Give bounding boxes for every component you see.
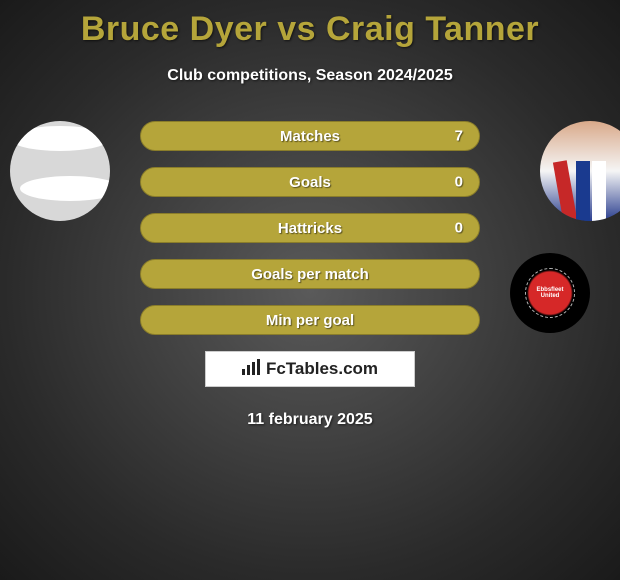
avatar-shape bbox=[10, 126, 110, 151]
stat-bar-matches: Matches 7 bbox=[140, 121, 480, 151]
stat-value-right: 7 bbox=[455, 128, 463, 145]
stat-label: Hattricks bbox=[278, 220, 342, 237]
club-badge-inner: Ebbsfleet United bbox=[520, 263, 580, 323]
stat-label: Matches bbox=[280, 128, 340, 145]
player-right-avatar bbox=[540, 121, 620, 221]
kit-stripe bbox=[553, 160, 577, 221]
player-left-avatar bbox=[10, 121, 110, 221]
subtitle: Club competitions, Season 2024/2025 bbox=[0, 67, 620, 85]
stat-bar-hattricks: Hattricks 0 bbox=[140, 213, 480, 243]
date-text: 11 february 2025 bbox=[0, 411, 620, 429]
stat-bar-min-per-goal: Min per goal bbox=[140, 305, 480, 335]
brand-text: FcTables.com bbox=[266, 359, 378, 379]
avatar-shape bbox=[20, 176, 110, 201]
page-title: Bruce Dyer vs Craig Tanner bbox=[0, 0, 620, 49]
stat-bars: Matches 7 Goals 0 Hattricks 0 Goals per … bbox=[140, 121, 480, 335]
stat-label: Goals bbox=[289, 174, 331, 191]
stat-label: Goals per match bbox=[251, 266, 369, 283]
bar-chart-icon bbox=[242, 359, 260, 380]
stat-bar-goals: Goals 0 bbox=[140, 167, 480, 197]
club-badge-text: Ebbsfleet United bbox=[536, 287, 563, 299]
brand-badge[interactable]: FcTables.com bbox=[205, 351, 415, 387]
stat-bar-goals-per-match: Goals per match bbox=[140, 259, 480, 289]
kit-stripe bbox=[576, 161, 590, 221]
stat-value-right: 0 bbox=[455, 174, 463, 191]
stat-value-right: 0 bbox=[455, 220, 463, 237]
stat-label: Min per goal bbox=[266, 312, 354, 329]
kit-stripe bbox=[592, 161, 606, 221]
comparison-block: Ebbsfleet United Matches 7 Goals 0 Hattr… bbox=[0, 121, 620, 429]
club-badge: Ebbsfleet United bbox=[510, 253, 590, 333]
